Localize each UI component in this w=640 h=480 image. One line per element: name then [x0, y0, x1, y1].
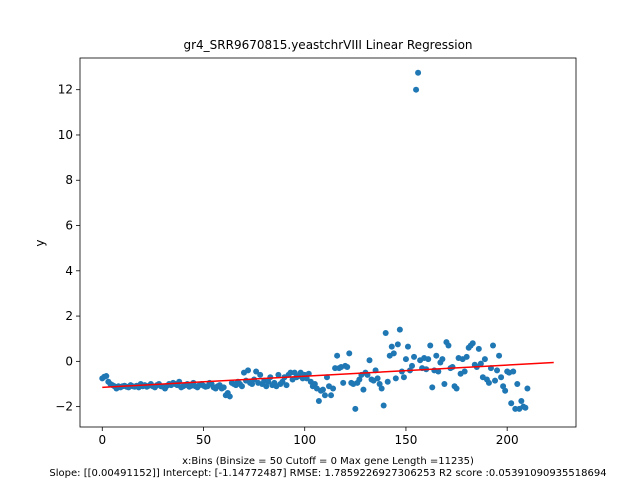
y-axis-label: y [33, 239, 47, 246]
data-point [496, 352, 503, 359]
data-point [267, 374, 274, 381]
data-point [384, 378, 391, 385]
y-tick-label: 4 [65, 264, 73, 278]
data-point [311, 380, 318, 387]
data-point [469, 340, 476, 347]
x-tick-label: 150 [394, 433, 417, 447]
data-point [441, 380, 448, 387]
data-point [500, 383, 507, 390]
data-point [279, 378, 286, 385]
data-point [334, 352, 341, 359]
y-tick-label: 2 [65, 309, 73, 323]
x-tick-label: 0 [98, 433, 106, 447]
data-point [415, 69, 422, 76]
data-point [518, 397, 525, 404]
data-point [475, 345, 482, 352]
y-tick-label: −2 [55, 400, 73, 414]
data-point [490, 342, 496, 349]
data-point [427, 342, 434, 349]
data-point [352, 405, 359, 412]
data-point [344, 364, 351, 371]
data-point [508, 400, 515, 407]
data-point [425, 356, 432, 363]
data-point [321, 392, 328, 399]
y-tick-label: 12 [58, 83, 73, 97]
data-point [494, 367, 501, 374]
data-point [380, 402, 387, 409]
data-point [103, 373, 110, 380]
data-point [411, 353, 418, 360]
regression-line [102, 361, 554, 389]
data-point [283, 382, 290, 389]
data-point [378, 385, 385, 392]
data-point [376, 380, 383, 387]
data-point [481, 356, 488, 363]
data-point [402, 356, 409, 363]
data-point [439, 356, 446, 363]
data-point [429, 384, 436, 391]
y-tick-label: 8 [65, 173, 73, 187]
data-point [315, 397, 322, 404]
data-point [522, 404, 529, 411]
data-point [514, 380, 521, 387]
data-point [445, 342, 452, 349]
data-point [390, 350, 397, 357]
data-point [409, 362, 416, 369]
plot-area: 0 50 100 150 200 −2 0 2 4 6 8 10 12 [55, 57, 577, 447]
data-point [319, 386, 326, 393]
x-tick-label: 50 [196, 433, 211, 447]
data-point [340, 379, 347, 386]
data-point [413, 86, 420, 93]
x-axis-label: x:Bins (Binsize = 50 Cutoff = 0 Max gene… [182, 456, 474, 467]
data-point [388, 343, 395, 350]
data-point [463, 353, 470, 360]
data-point [453, 385, 460, 392]
y-tick-label: 10 [58, 128, 73, 142]
data-point [249, 380, 256, 387]
x-tick-label: 100 [293, 433, 316, 447]
data-point [257, 371, 264, 378]
data-point [435, 368, 442, 375]
data-point [396, 326, 403, 333]
data-point [394, 341, 401, 348]
data-point [366, 357, 373, 364]
data-point [245, 367, 252, 374]
data-point [382, 330, 389, 337]
data-point [374, 375, 381, 382]
data-point [220, 384, 227, 391]
data-point [404, 343, 411, 350]
y-tick-label: 0 [65, 354, 73, 368]
data-point [330, 385, 337, 392]
data-point [346, 350, 353, 357]
data-point [392, 375, 399, 382]
x-tick-label: 200 [496, 433, 519, 447]
data-point [477, 360, 484, 367]
y-tick-label: 6 [65, 219, 73, 233]
data-point [226, 393, 233, 400]
data-point [253, 368, 260, 375]
regression-stats-footer: Slope: [[0.00491152]] Intercept: [-1.147… [49, 468, 606, 479]
data-point [356, 376, 363, 383]
data-point [291, 369, 298, 376]
data-point [275, 371, 282, 378]
data-point [502, 387, 509, 394]
data-point [238, 383, 245, 390]
axes-frame [79, 57, 577, 428]
data-point [400, 374, 407, 381]
data-point [524, 385, 531, 392]
chart-title: gr4_SRR9670815.yeastchrVIII Linear Regre… [183, 38, 472, 52]
data-point [492, 377, 499, 384]
data-point [360, 386, 367, 393]
data-point [263, 383, 270, 390]
data-point [510, 368, 517, 375]
data-point [265, 378, 272, 385]
data-point [485, 379, 492, 386]
data-point [461, 368, 468, 375]
data-point [498, 374, 505, 381]
data-point [433, 352, 440, 359]
data-point [449, 364, 456, 371]
data-point [328, 392, 335, 399]
